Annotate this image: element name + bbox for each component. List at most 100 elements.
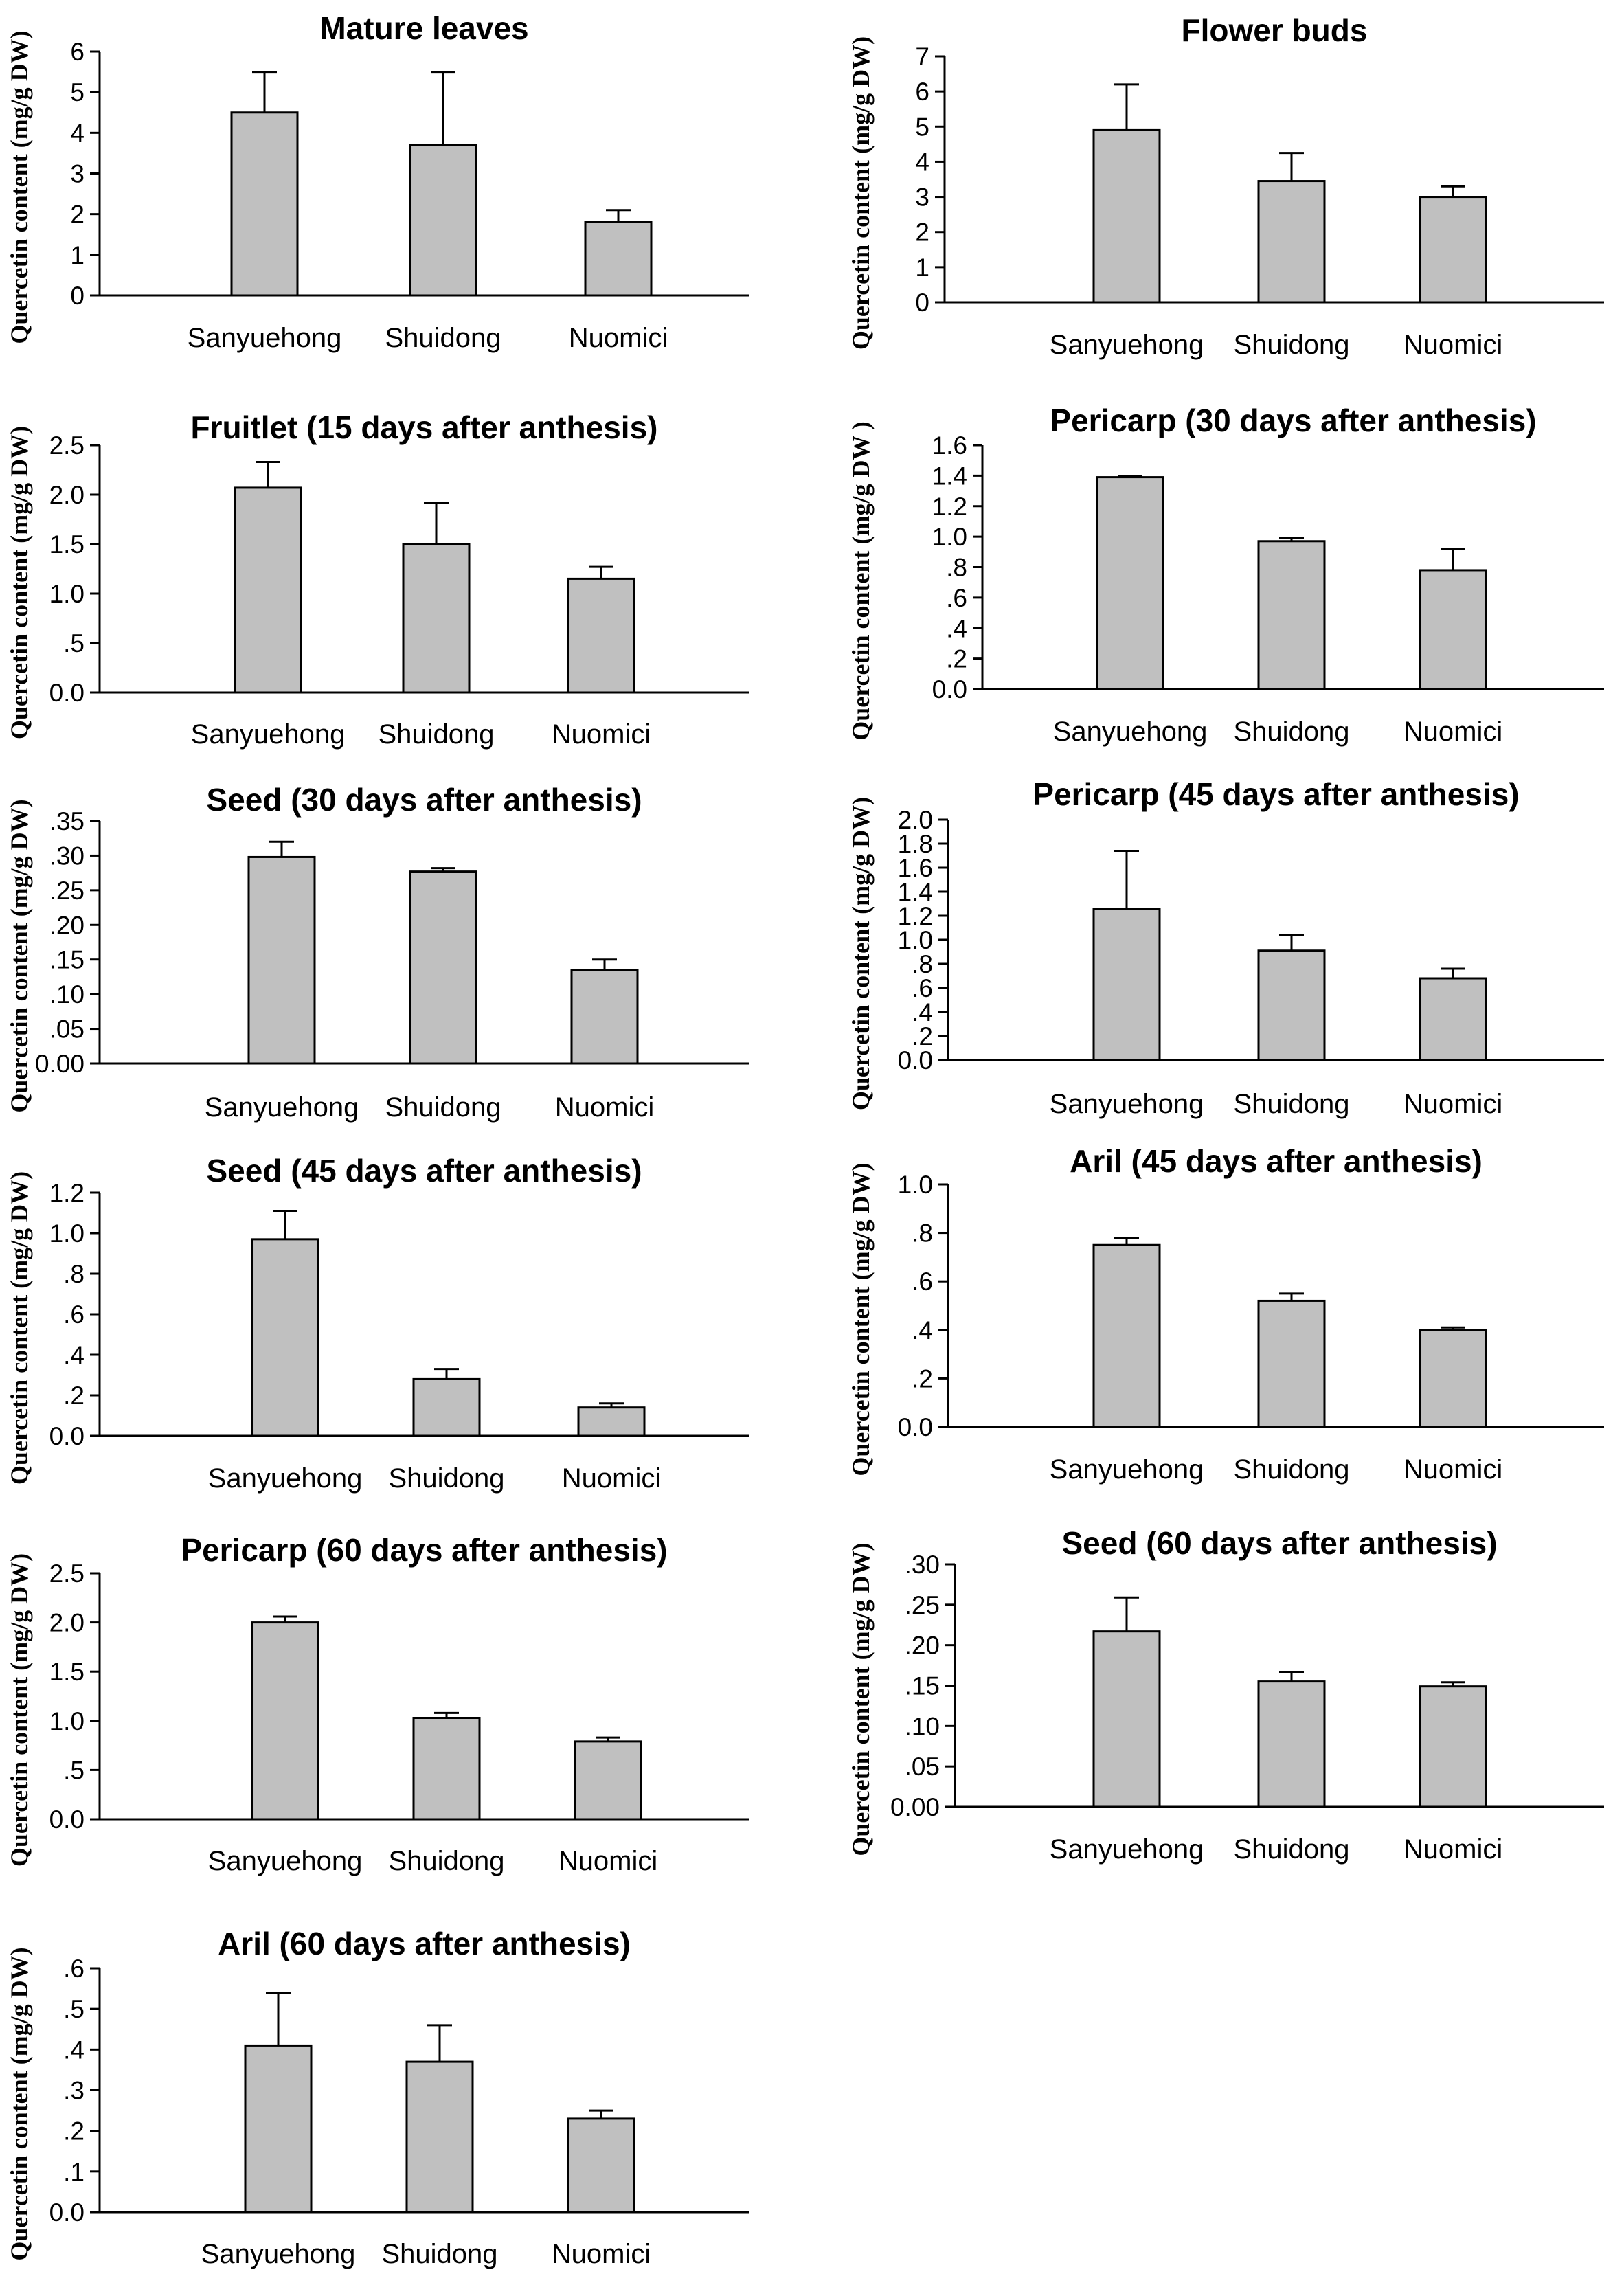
- bar-sanyuehong: [234, 486, 302, 694]
- y-tick-label: 2: [70, 201, 84, 229]
- y-tick-label: 1.0: [49, 580, 84, 608]
- y-tick-label: 1.6: [898, 854, 933, 882]
- y-tick-label: 0.0: [49, 2198, 84, 2227]
- y-axis-label: Quercetin content (mg/g DW): [5, 1553, 33, 1867]
- category-label: Shuidong: [1233, 1834, 1349, 1865]
- y-tick-label: .10: [49, 980, 84, 1009]
- y-tick-label: 1.2: [898, 902, 933, 930]
- chart-title: Pericarp (30 days after anthesis): [1050, 403, 1536, 438]
- y-tick-label: 3: [915, 183, 929, 212]
- y-tick-label: .30: [49, 842, 84, 870]
- bar-shuidong: [409, 870, 477, 1065]
- category-label: Sanyuehong: [208, 1463, 363, 1494]
- y-tick-label: .5: [63, 1756, 84, 1784]
- bar-nuomici: [1419, 1329, 1487, 1428]
- y-tick-label: 1.2: [932, 493, 967, 521]
- y-tick-label: 1: [70, 241, 84, 269]
- y-axis-label: Quercetin content (mg/g DW): [847, 797, 875, 1110]
- chart-title: Fruitlet (15 days after anthesis): [191, 409, 658, 445]
- y-tick-label: .4: [946, 614, 967, 642]
- y-tick-label: 2: [915, 218, 929, 247]
- y-tick-label: 1.0: [898, 1171, 933, 1199]
- y-tick-label: .4: [63, 1341, 84, 1369]
- category-label: Shuidong: [385, 323, 501, 353]
- y-tick-label: .5: [63, 1995, 84, 2023]
- chart-title: Aril (45 days after anthesis): [1070, 1143, 1482, 1179]
- y-axis-label: Quercetin content (mg/g DW): [5, 1947, 33, 2260]
- category-label: Nuomici: [1403, 1454, 1502, 1485]
- bar-nuomici: [567, 2117, 635, 2214]
- y-tick-label: .6: [912, 1268, 933, 1296]
- category-label: Sanyuehong: [208, 1846, 363, 1876]
- category-label: Shuidong: [1233, 1454, 1349, 1485]
- y-tick-label: 1.0: [49, 1219, 84, 1248]
- chart-panel-7: Seed (45 days after anthesis) Quercetin c…: [5, 1153, 749, 1494]
- y-tick-label: .8: [912, 950, 933, 978]
- bar-shuidong: [1257, 949, 1326, 1061]
- category-label: Shuidong: [381, 2239, 497, 2269]
- y-tick-label: 2.0: [49, 1609, 84, 1637]
- category-label: Sanyuehong: [1050, 1834, 1204, 1865]
- category-label: Sanyuehong: [191, 719, 346, 750]
- y-tick-label: .6: [946, 584, 967, 612]
- chart-panel-2: Flower buds Quercetin content (mg/g DW) 0 1…: [847, 12, 1604, 360]
- y-tick-label: .4: [912, 1316, 933, 1344]
- bar-sanyuehong: [230, 111, 299, 297]
- y-tick-label: .05: [49, 1015, 84, 1044]
- y-axis-label: Quercetin content (mg/g DW): [847, 36, 875, 350]
- bar-nuomici: [1419, 569, 1487, 690]
- chart-panel-6: Pericarp (45 days after anthesis) Quercet…: [847, 776, 1604, 1119]
- chart-title: Aril (60 days after anthesis): [218, 1926, 631, 1961]
- y-tick-label: 2.5: [49, 431, 84, 460]
- y-axis-label: Quercetin content (mg/g DW): [847, 1162, 875, 1476]
- bar-shuidong: [409, 144, 477, 297]
- bar-nuomici: [1419, 196, 1487, 304]
- y-tick-label: .25: [49, 877, 84, 905]
- bar-shuidong: [405, 2060, 474, 2214]
- category-label: Shuidong: [1233, 1089, 1349, 1119]
- chart-title: Seed (45 days after anthesis): [206, 1153, 642, 1189]
- bar-shuidong: [1257, 1299, 1326, 1428]
- chart-panel-1: Mature leaves Quercetin content (mg/g DW)…: [5, 10, 749, 353]
- y-tick-label: .15: [49, 946, 84, 974]
- category-label: Shuidong: [388, 1463, 504, 1494]
- y-tick-label: 0.00: [35, 1050, 84, 1078]
- y-tick-label: .20: [905, 1632, 940, 1660]
- y-tick-label: .25: [905, 1591, 940, 1619]
- category-label: Sanyuehong: [188, 323, 342, 353]
- y-tick-label: 1.0: [932, 523, 967, 551]
- y-tick-label: .10: [905, 1712, 940, 1740]
- bar-sanyuehong: [1092, 1630, 1161, 1808]
- category-label: Nuomici: [1403, 1834, 1502, 1865]
- y-tick-label: 4: [915, 148, 929, 176]
- bar-shuidong: [1257, 1680, 1326, 1808]
- y-axis-label: Quercetin content (mg/g DW): [5, 799, 33, 1112]
- y-tick-label: 0.0: [932, 675, 967, 703]
- y-tick-label: 2.5: [49, 1560, 84, 1588]
- category-label: Sanyuehong: [1050, 1089, 1204, 1119]
- bar-shuidong: [1257, 180, 1326, 304]
- category-label: Sanyuehong: [205, 1092, 359, 1123]
- y-tick-label: 0.0: [49, 679, 84, 707]
- bar-nuomici: [577, 1406, 646, 1437]
- category-label: Sanyuehong: [201, 2239, 356, 2269]
- chart-panel-5: Seed (30 days after anthesis) Quercetin c…: [5, 782, 749, 1123]
- bar-sanyuehong: [247, 855, 316, 1065]
- y-tick-label: .4: [912, 998, 933, 1026]
- category-label: Shuidong: [1233, 717, 1349, 747]
- y-tick-label: .6: [63, 1955, 84, 1983]
- chart-title: Flower buds: [1182, 12, 1368, 48]
- y-tick-label: 2.0: [49, 481, 84, 509]
- category-label: Shuidong: [378, 719, 494, 750]
- category-label: Nuomici: [552, 2239, 651, 2269]
- y-tick-label: .35: [49, 807, 84, 835]
- y-tick-label: 0.0: [898, 1413, 933, 1441]
- chart-panel-3: Fruitlet (15 days after anthesis) Quercet…: [5, 409, 749, 750]
- y-tick-label: .8: [946, 554, 967, 582]
- y-tick-label: 0.00: [890, 1793, 940, 1821]
- bar-sanyuehong: [251, 1621, 319, 1821]
- bar-nuomici: [584, 221, 653, 297]
- y-tick-label: 1.0: [898, 926, 933, 954]
- category-label: Nuomici: [552, 719, 651, 750]
